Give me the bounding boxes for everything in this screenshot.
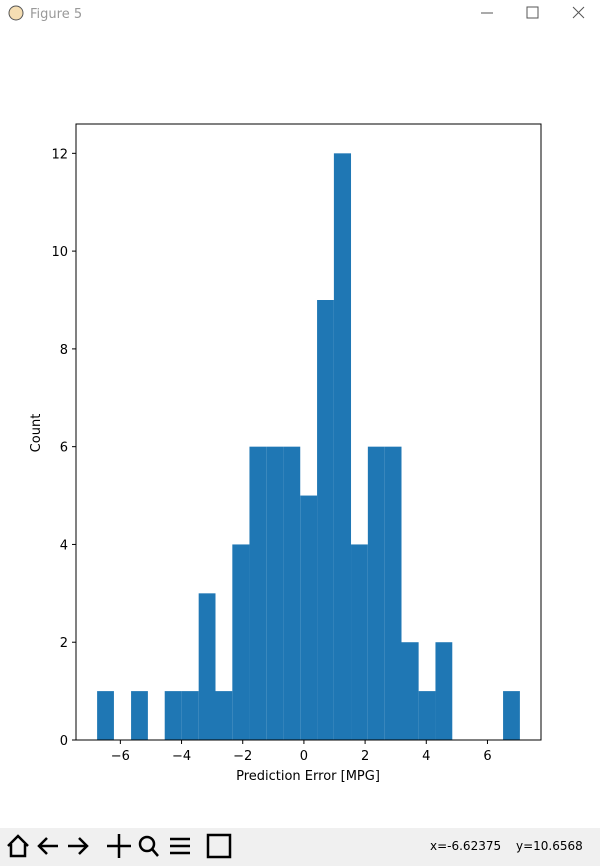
histogram-bar <box>317 300 334 740</box>
histogram-bar <box>232 544 250 740</box>
y-tick-label: 8 <box>60 343 68 358</box>
histogram-bar <box>435 642 453 740</box>
status-x: x=-6.62375 <box>430 839 501 853</box>
x-tick-label: −4 <box>172 749 191 764</box>
histogram-bar <box>215 691 233 740</box>
maximize-button[interactable] <box>526 6 539 19</box>
histogram-bar <box>367 446 385 740</box>
close-button[interactable] <box>572 6 585 19</box>
y-tick-label: 10 <box>51 245 68 260</box>
histogram-bar <box>131 691 148 740</box>
x-tick-label: 2 <box>361 749 369 764</box>
histogram-bar <box>198 593 216 740</box>
pan-button[interactable] <box>107 834 131 858</box>
x-tick-label: 4 <box>422 749 430 764</box>
toolbar <box>0 828 600 866</box>
x-tick-label: −2 <box>233 749 252 764</box>
histogram-bar <box>300 495 318 740</box>
x-tick-label: 6 <box>483 749 491 764</box>
histogram-bar <box>266 446 284 740</box>
x-axis-label: Prediction Error [MPG] <box>236 769 380 784</box>
x-tick-label: −6 <box>111 749 130 764</box>
home-button[interactable] <box>7 834 29 858</box>
app-icon <box>8 5 24 21</box>
title-bar <box>0 0 600 28</box>
histogram-bar <box>401 642 419 740</box>
back-button[interactable] <box>37 837 58 855</box>
histogram-bar <box>418 691 436 740</box>
histogram-bar <box>181 691 199 740</box>
histogram-bar <box>164 691 182 740</box>
forward-button[interactable] <box>68 837 89 855</box>
y-tick-label: 12 <box>51 147 68 162</box>
histogram-bar <box>351 544 368 740</box>
zoom-button[interactable] <box>138 835 156 853</box>
histogram-bar <box>333 153 352 741</box>
configure-button[interactable] <box>170 837 190 855</box>
y-tick-label: 4 <box>60 538 68 553</box>
histogram-bar <box>384 446 402 740</box>
axes-frame <box>75 123 542 741</box>
save-button[interactable] <box>206 833 232 859</box>
y-axis-label: Count <box>29 414 44 453</box>
y-tick-label: 2 <box>60 636 68 651</box>
x-tick-label: 0 <box>300 749 308 764</box>
status-y: y=10.6568 <box>516 839 583 853</box>
histogram-bar <box>97 691 114 740</box>
histogram-bar <box>283 446 301 740</box>
y-tick-label: 0 <box>60 734 68 749</box>
window-title: Figure 5 <box>30 7 82 22</box>
histogram-bar <box>249 446 267 740</box>
y-tick-label: 6 <box>60 441 68 456</box>
histogram-bar <box>503 691 520 740</box>
